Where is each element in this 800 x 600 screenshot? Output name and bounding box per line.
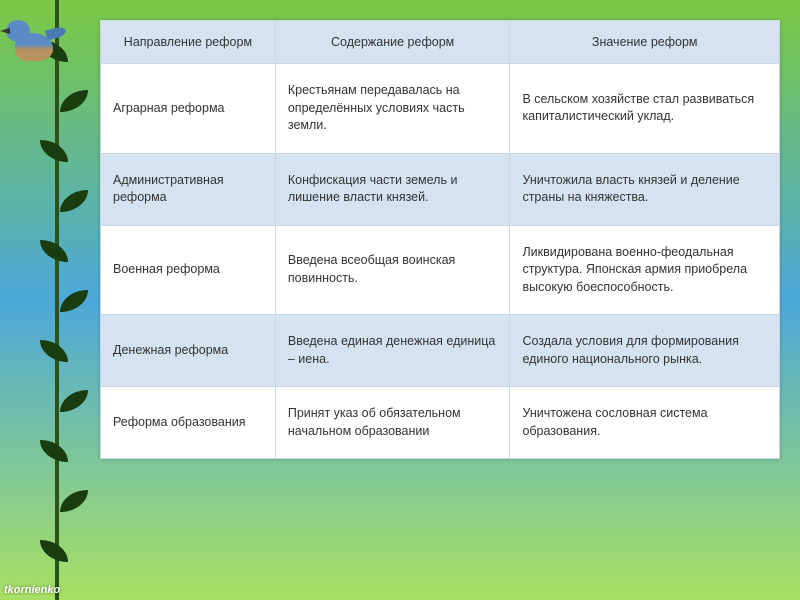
cell-content: Принят указ об обязательном начальном об… (275, 387, 510, 459)
cell-content: Введена единая денежная единица – иена. (275, 315, 510, 387)
vine-leaf (40, 340, 68, 362)
cell-meaning: Уничтожена сословная система образования… (510, 387, 780, 459)
vine-leaf (40, 240, 68, 262)
table-header-row: Направление реформ Содержание реформ Зна… (101, 21, 780, 64)
vine-leaf (40, 140, 68, 162)
cell-direction: Денежная реформа (101, 315, 276, 387)
table-row: Административная реформа Конфискация час… (101, 153, 780, 225)
vine-leaf (60, 490, 88, 512)
bird-beak (0, 28, 10, 34)
vine-leaf (40, 440, 68, 462)
cell-content: Крестьянам передавалась на определённых … (275, 64, 510, 154)
cell-meaning: Уничтожила власть князей и деление стран… (510, 153, 780, 225)
bird-decoration (0, 8, 70, 78)
cell-meaning: В сельском хозяйстве стал развиваться ка… (510, 64, 780, 154)
table-row: Военная реформа Введена всеобщая воинска… (101, 225, 780, 315)
vine-leaf (60, 390, 88, 412)
cell-meaning: Создала условия для формирования единого… (510, 315, 780, 387)
vine-leaf (60, 190, 88, 212)
table-row: Денежная реформа Введена единая денежная… (101, 315, 780, 387)
credit-text: tkornienko (4, 584, 60, 596)
vine-decoration (30, 0, 80, 600)
vine-leaf (60, 90, 88, 112)
cell-direction: Административная реформа (101, 153, 276, 225)
table-row: Реформа образования Принят указ об обяза… (101, 387, 780, 459)
cell-content: Конфискация части земель и лишение власт… (275, 153, 510, 225)
vine-stem (55, 0, 59, 600)
header-meaning: Значение реформ (510, 21, 780, 64)
vine-leaf (40, 540, 68, 562)
cell-direction: Военная реформа (101, 225, 276, 315)
cell-direction: Реформа образования (101, 387, 276, 459)
header-content: Содержание реформ (275, 21, 510, 64)
vine-leaf (60, 290, 88, 312)
cell-meaning: Ликвидирована военно-феодальная структур… (510, 225, 780, 315)
header-direction: Направление реформ (101, 21, 276, 64)
reforms-table: Направление реформ Содержание реформ Зна… (100, 20, 780, 459)
cell-content: Введена всеобщая воинская повинность. (275, 225, 510, 315)
table-row: Аграрная реформа Крестьянам передавалась… (101, 64, 780, 154)
reforms-table-container: Направление реформ Содержание реформ Зна… (100, 20, 780, 459)
cell-direction: Аграрная реформа (101, 64, 276, 154)
